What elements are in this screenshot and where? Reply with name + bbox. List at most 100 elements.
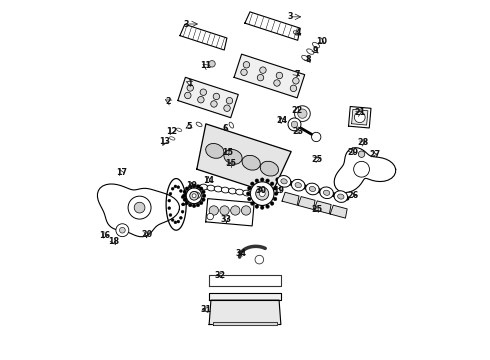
- Circle shape: [259, 191, 265, 197]
- Circle shape: [274, 192, 278, 195]
- Circle shape: [294, 106, 310, 122]
- Polygon shape: [348, 107, 371, 128]
- Polygon shape: [166, 179, 186, 230]
- Circle shape: [209, 60, 215, 67]
- Circle shape: [187, 85, 194, 91]
- Circle shape: [273, 197, 277, 201]
- Circle shape: [192, 204, 196, 208]
- Text: 29: 29: [347, 148, 358, 157]
- Text: 26: 26: [348, 190, 359, 199]
- Ellipse shape: [221, 187, 229, 193]
- Polygon shape: [197, 124, 291, 194]
- Text: 31: 31: [200, 305, 211, 314]
- Ellipse shape: [196, 122, 202, 127]
- Circle shape: [288, 118, 301, 131]
- Circle shape: [257, 75, 264, 81]
- Circle shape: [226, 98, 233, 104]
- Polygon shape: [330, 205, 347, 218]
- Text: 32: 32: [214, 271, 225, 280]
- Text: 27: 27: [369, 150, 380, 159]
- Circle shape: [168, 199, 171, 202]
- Circle shape: [250, 182, 274, 206]
- Text: 28: 28: [358, 138, 369, 147]
- Ellipse shape: [309, 186, 316, 192]
- Circle shape: [197, 96, 204, 103]
- Circle shape: [116, 224, 129, 237]
- Circle shape: [247, 197, 251, 201]
- Text: 30: 30: [255, 185, 266, 194]
- Circle shape: [247, 186, 251, 190]
- Ellipse shape: [338, 194, 344, 199]
- Ellipse shape: [242, 155, 260, 170]
- Polygon shape: [98, 184, 179, 237]
- Ellipse shape: [191, 192, 200, 198]
- Ellipse shape: [320, 187, 333, 199]
- Circle shape: [200, 89, 207, 95]
- Circle shape: [312, 132, 321, 141]
- Ellipse shape: [277, 176, 291, 187]
- Circle shape: [211, 101, 217, 107]
- Circle shape: [192, 194, 196, 198]
- Text: 9: 9: [313, 46, 318, 55]
- Circle shape: [213, 93, 220, 100]
- Circle shape: [179, 189, 182, 192]
- Circle shape: [134, 202, 145, 213]
- Circle shape: [168, 207, 171, 210]
- Polygon shape: [206, 199, 254, 226]
- Polygon shape: [298, 197, 315, 210]
- Text: 10: 10: [316, 37, 327, 46]
- Text: 5: 5: [187, 122, 192, 131]
- Ellipse shape: [306, 183, 319, 195]
- Text: 4: 4: [295, 28, 301, 37]
- Circle shape: [256, 187, 269, 200]
- Circle shape: [270, 202, 274, 205]
- Polygon shape: [178, 77, 238, 118]
- Polygon shape: [245, 12, 300, 40]
- Circle shape: [250, 182, 254, 185]
- Circle shape: [243, 62, 250, 68]
- Circle shape: [189, 203, 192, 207]
- Circle shape: [202, 194, 206, 198]
- Circle shape: [169, 192, 172, 195]
- Ellipse shape: [214, 186, 222, 192]
- Circle shape: [182, 203, 185, 206]
- Circle shape: [190, 192, 198, 200]
- Text: 20: 20: [141, 230, 152, 239]
- Text: 6: 6: [222, 124, 228, 133]
- Ellipse shape: [236, 189, 244, 195]
- Circle shape: [196, 185, 200, 188]
- Circle shape: [207, 213, 214, 220]
- Circle shape: [185, 92, 191, 99]
- Circle shape: [290, 85, 296, 91]
- Text: 14: 14: [203, 176, 214, 185]
- Text: 21: 21: [354, 108, 366, 117]
- Ellipse shape: [206, 144, 224, 158]
- Circle shape: [183, 190, 187, 194]
- Circle shape: [255, 255, 264, 264]
- Circle shape: [177, 220, 180, 223]
- Circle shape: [185, 187, 189, 190]
- Ellipse shape: [228, 188, 236, 194]
- Circle shape: [242, 206, 251, 215]
- Circle shape: [260, 67, 266, 73]
- Circle shape: [231, 206, 240, 215]
- Text: 8: 8: [305, 55, 311, 64]
- Circle shape: [255, 179, 259, 183]
- Circle shape: [291, 121, 298, 128]
- Circle shape: [250, 202, 254, 205]
- Circle shape: [246, 192, 250, 195]
- Circle shape: [186, 188, 202, 204]
- Polygon shape: [209, 300, 281, 324]
- Ellipse shape: [207, 185, 215, 191]
- Text: 12: 12: [166, 127, 177, 136]
- Polygon shape: [234, 54, 305, 98]
- Circle shape: [183, 198, 187, 201]
- Ellipse shape: [334, 191, 347, 202]
- Polygon shape: [209, 293, 281, 300]
- Text: 18: 18: [108, 237, 119, 246]
- Circle shape: [270, 182, 274, 185]
- Circle shape: [273, 186, 277, 190]
- Ellipse shape: [302, 55, 309, 61]
- Text: 23: 23: [293, 127, 304, 136]
- Text: 24: 24: [277, 116, 288, 125]
